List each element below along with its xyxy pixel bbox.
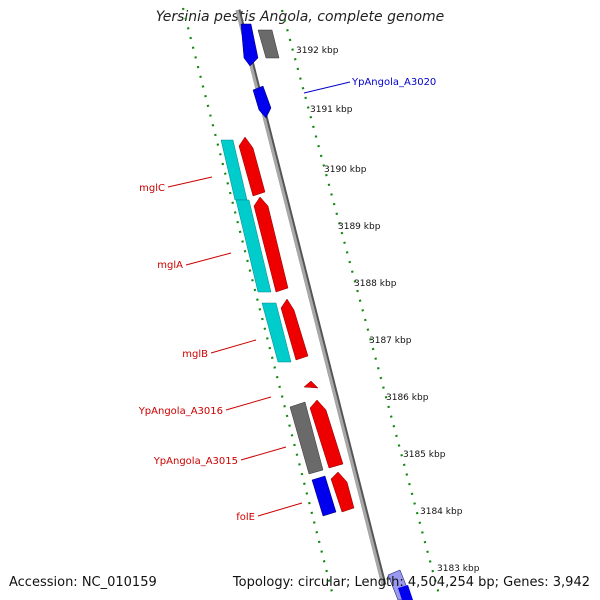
gene-mglb-forward[interactable]	[280, 298, 309, 361]
gene-mgla-reverse[interactable]	[235, 199, 272, 293]
kbp-label: 3183 kbp	[437, 564, 480, 574]
kbp-label: 3189 kbp	[338, 222, 381, 232]
leader-mglc	[167, 176, 213, 188]
leader-ypangola-a3015	[240, 446, 287, 461]
leader-ypangola-a3020	[303, 81, 351, 94]
gene-fole-blue[interactable]	[311, 475, 337, 517]
gene-ypangola-a3016[interactable]	[303, 380, 319, 389]
gene-ypangola-a3020[interactable]	[252, 85, 272, 119]
kbp-label: 3192 kbp	[296, 46, 339, 56]
gene-blue-top[interactable]	[240, 23, 259, 67]
kbp-label: 3186 kbp	[386, 393, 429, 403]
gene-bottom-partial-blue[interactable]	[398, 585, 413, 600]
genome-summary-text: Topology: circular; Length: 4,504,254 bp…	[232, 575, 590, 590]
gene-gray-top[interactable]	[257, 29, 280, 59]
leader-mgla	[185, 252, 232, 266]
kbp-label: 3188 kbp	[354, 279, 397, 289]
kbp-labels: 3192 kbp 3191 kbp 3190 kbp 3189 kbp 3188…	[296, 46, 480, 574]
gene-mglb-reverse[interactable]	[261, 302, 292, 363]
leader-ypangola-a3016	[225, 396, 272, 411]
kbp-label: 3184 kbp	[420, 507, 463, 517]
gene-label-ypangola-a3020[interactable]: YpAngola_A3020	[351, 77, 436, 88]
gene-label-fole[interactable]: folE	[236, 512, 255, 523]
gene-label-ypangola-a3016[interactable]: YpAngola_A3016	[138, 406, 223, 417]
leader-mglb	[210, 339, 257, 354]
gene-mglc-forward[interactable]	[238, 136, 266, 197]
gene-ypangola-a3015-gray[interactable]	[289, 401, 324, 475]
gene-label-mgla[interactable]: mglA	[157, 260, 183, 271]
kbp-label: 3191 kbp	[310, 105, 353, 115]
inner-tick-track	[181, 7, 334, 593]
kbp-label: 3187 kbp	[369, 336, 412, 346]
gene-fole-red[interactable]	[330, 471, 355, 513]
gene-mgla-forward[interactable]	[253, 196, 289, 293]
leader-fole	[257, 502, 303, 517]
gene-label-ypangola-a3015[interactable]: YpAngola_A3015	[153, 456, 238, 467]
kbp-label: 3185 kbp	[403, 450, 446, 460]
gene-label-mglc[interactable]: mglC	[139, 183, 165, 194]
gene-label-mglb[interactable]: mglB	[182, 349, 208, 360]
outer-tick-track	[280, 9, 442, 599]
gene-ypangola-a3015-red[interactable]	[309, 399, 344, 469]
genome-title: Yersinia pestis Angola, complete genome	[155, 9, 445, 25]
accession-text: Accession: NC_010159	[9, 575, 157, 590]
kbp-label: 3190 kbp	[324, 165, 367, 175]
